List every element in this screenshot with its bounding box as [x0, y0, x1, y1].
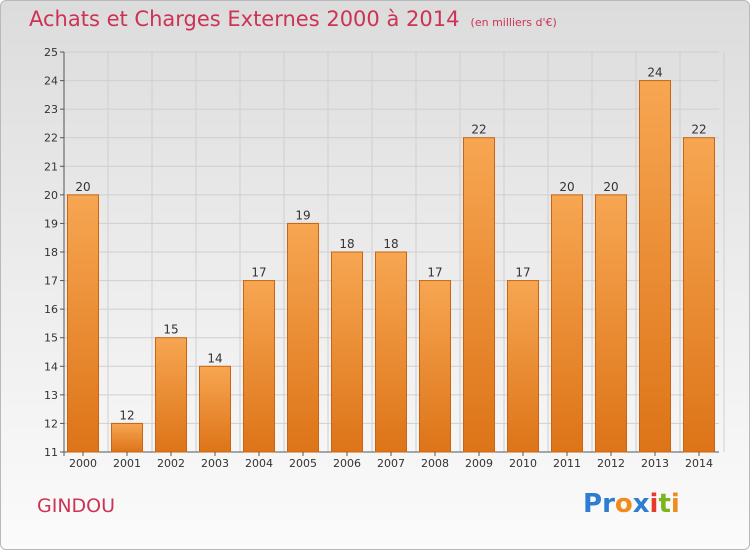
bar	[551, 194, 583, 453]
bar	[243, 280, 275, 453]
logo-letter: i	[649, 489, 659, 519]
bar-value-label: 14	[207, 351, 222, 365]
y-tick-label: 11	[44, 446, 58, 459]
x-tick-label: 2007	[377, 457, 405, 470]
x-tick-label: 2000	[69, 457, 97, 470]
y-tick-label: 24	[44, 75, 58, 88]
y-tick-label: 17	[44, 275, 58, 288]
x-tick-label: 2005	[289, 457, 317, 470]
x-tick-label: 2013	[641, 457, 669, 470]
x-tick-label: 2003	[201, 457, 229, 470]
bar-value-label: 19	[295, 208, 310, 222]
x-tick-label: 2012	[597, 457, 625, 470]
bar-value-label: 18	[383, 237, 398, 251]
x-tick-label: 2011	[553, 457, 581, 470]
y-tick-label: 22	[44, 132, 58, 145]
y-tick-label: 13	[44, 389, 58, 402]
y-tick-label: 18	[44, 246, 58, 259]
y-tick-label: 16	[44, 303, 58, 316]
logo-letter: r	[602, 489, 615, 519]
x-tick-label: 2014	[685, 457, 713, 470]
proxiti-logo: Proxiti	[583, 489, 680, 519]
commune-name: GINDOU	[37, 495, 116, 517]
x-tick-label: 2002	[157, 457, 185, 470]
x-tick-label: 2009	[465, 457, 493, 470]
bar-value-label: 22	[691, 123, 706, 137]
bar-value-label: 12	[119, 408, 134, 422]
y-tick-label: 14	[44, 360, 58, 373]
x-tick-label: 2006	[333, 457, 361, 470]
bar-value-label: 17	[427, 266, 442, 280]
bar-value-label: 20	[603, 180, 618, 194]
bar-value-label: 17	[251, 266, 266, 280]
bar	[639, 80, 671, 453]
bar	[419, 280, 451, 453]
chart-title: Achats et Charges Externes 2000 à 2014	[29, 7, 460, 31]
bar	[67, 194, 99, 453]
y-tick-label: 20	[44, 189, 58, 202]
y-tick-label: 25	[44, 46, 58, 59]
bar	[683, 137, 715, 453]
logo-letter: P	[583, 489, 603, 519]
bar-value-label: 22	[471, 123, 486, 137]
y-tick-label: 19	[44, 217, 58, 230]
bar-value-label: 24	[647, 66, 662, 80]
bar	[199, 365, 231, 453]
bar-value-label: 15	[163, 323, 178, 337]
y-tick-label: 15	[44, 332, 58, 345]
bar-value-label: 17	[515, 266, 530, 280]
bar	[155, 337, 187, 453]
bar	[111, 422, 143, 453]
bar	[331, 251, 363, 453]
chart-unit-note: (en milliers d'€)	[470, 16, 557, 29]
x-tick-label: 2001	[113, 457, 141, 470]
logo-letter: o	[614, 489, 633, 519]
logo-letter: t	[658, 489, 671, 519]
x-tick-label: 2008	[421, 457, 449, 470]
bar	[463, 137, 495, 453]
chart-title-block: Achats et Charges Externes 2000 à 2014 (…	[29, 7, 557, 31]
x-tick-label: 2010	[509, 457, 537, 470]
bar	[375, 251, 407, 453]
logo-letter: i	[670, 489, 680, 519]
bar	[595, 194, 627, 453]
y-tick-label: 21	[44, 160, 58, 173]
bar-value-label: 20	[75, 180, 90, 194]
bar	[507, 280, 539, 453]
x-tick-label: 2004	[245, 457, 273, 470]
logo-letter: x	[632, 489, 650, 519]
bar-value-label: 18	[339, 237, 354, 251]
bar-value-label: 20	[559, 180, 574, 194]
bar	[287, 222, 319, 453]
y-tick-label: 23	[44, 103, 58, 116]
y-tick-label: 12	[44, 417, 58, 430]
